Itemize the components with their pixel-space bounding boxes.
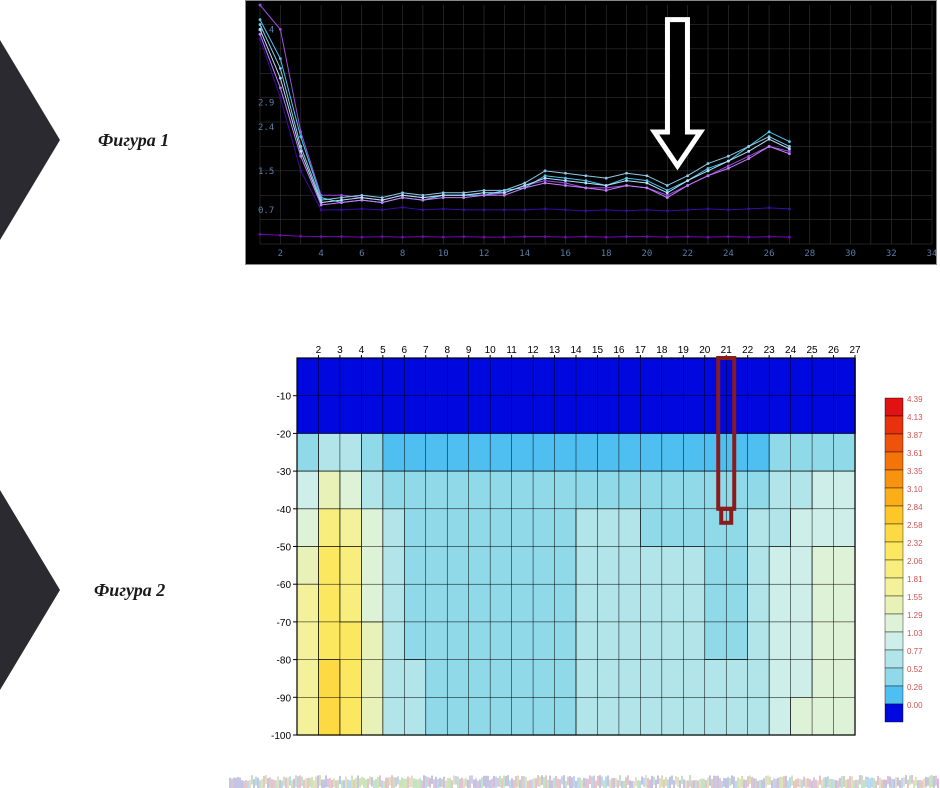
svg-text:2.58: 2.58 [907,521,923,530]
svg-text:28: 28 [804,249,815,259]
svg-text:32: 32 [886,249,897,259]
figure2-chart: 2345678910111213141516171819202122232425… [245,340,935,740]
svg-text:4: 4 [318,249,323,259]
svg-text:0.26: 0.26 [907,683,923,692]
svg-text:2.32: 2.32 [907,539,923,548]
svg-text:3: 3 [337,345,343,356]
svg-text:-10: -10 [277,392,292,403]
svg-text:7: 7 [423,345,429,356]
svg-text:1.29: 1.29 [907,611,923,620]
svg-text:22: 22 [682,249,693,259]
svg-text:16: 16 [560,249,571,259]
svg-text:2: 2 [316,345,322,356]
svg-text:8: 8 [400,249,405,259]
svg-text:2: 2 [278,249,283,259]
svg-text:3.87: 3.87 [907,431,923,440]
svg-text:-80: -80 [277,656,292,667]
svg-text:25: 25 [807,345,819,356]
svg-text:-70: -70 [277,618,292,629]
svg-text:-100: -100 [271,731,291,740]
svg-text:0.7: 0.7 [258,206,274,216]
svg-text:6: 6 [359,249,364,259]
svg-text:3.10: 3.10 [907,485,923,494]
svg-text:0.52: 0.52 [907,665,923,674]
svg-text:23: 23 [764,345,776,356]
chevron-decoration-1 [0,40,60,240]
svg-text:20: 20 [641,249,652,259]
svg-text:18: 18 [601,249,612,259]
svg-text:0.00: 0.00 [907,701,923,710]
figure2-label: Фигура 2 [94,580,165,601]
svg-text:-90: -90 [277,693,292,704]
svg-text:11: 11 [506,345,517,356]
figure1-label: Фигура 1 [98,130,169,151]
svg-text:4.13: 4.13 [907,413,923,422]
svg-text:4: 4 [359,345,365,356]
svg-text:3.35: 3.35 [907,467,923,476]
svg-text:3.61: 3.61 [907,449,923,458]
svg-text:24: 24 [723,249,734,259]
chevron-decoration-2 [0,490,60,690]
svg-text:14: 14 [519,249,530,259]
svg-text:18: 18 [656,345,668,356]
svg-text:-20: -20 [277,429,292,440]
svg-text:-40: -40 [277,505,292,516]
svg-text:27: 27 [849,345,861,356]
svg-text:20: 20 [699,345,711,356]
svg-text:5: 5 [380,345,386,356]
svg-text:12: 12 [479,249,490,259]
svg-text:10: 10 [485,345,497,356]
svg-text:2.4: 2.4 [258,123,274,133]
svg-text:1.81: 1.81 [907,575,923,584]
svg-text:2.9: 2.9 [258,99,274,109]
svg-text:4.39: 4.39 [907,395,923,404]
svg-text:1.55: 1.55 [907,593,923,602]
svg-text:0.77: 0.77 [907,647,923,656]
figure1-chart: 2468101214161820222426283032340.71.52.42… [245,0,937,265]
svg-text:26: 26 [764,249,775,259]
svg-text:34: 34 [927,249,936,259]
svg-text:22: 22 [742,345,754,356]
svg-text:14: 14 [570,345,582,356]
svg-text:-50: -50 [277,543,292,554]
svg-text:2.84: 2.84 [907,503,923,512]
svg-text:13: 13 [549,345,561,356]
noise-strip [229,775,940,788]
svg-text:9: 9 [466,345,472,356]
svg-text:30: 30 [845,249,856,259]
svg-text:26: 26 [828,345,840,356]
svg-text:-60: -60 [277,580,292,591]
svg-text:-30: -30 [277,467,292,478]
svg-text:8: 8 [444,345,450,356]
svg-text:17: 17 [635,345,647,356]
svg-text:6: 6 [402,345,408,356]
svg-text:12: 12 [528,345,540,356]
svg-text:15: 15 [592,345,604,356]
svg-text:10: 10 [438,249,449,259]
svg-text:16: 16 [613,345,625,356]
svg-text:24: 24 [785,345,797,356]
svg-text:21: 21 [721,345,733,356]
svg-text:1.03: 1.03 [907,629,923,638]
svg-text:1.5: 1.5 [258,167,274,177]
svg-text:19: 19 [678,345,690,356]
svg-text:2.06: 2.06 [907,557,923,566]
